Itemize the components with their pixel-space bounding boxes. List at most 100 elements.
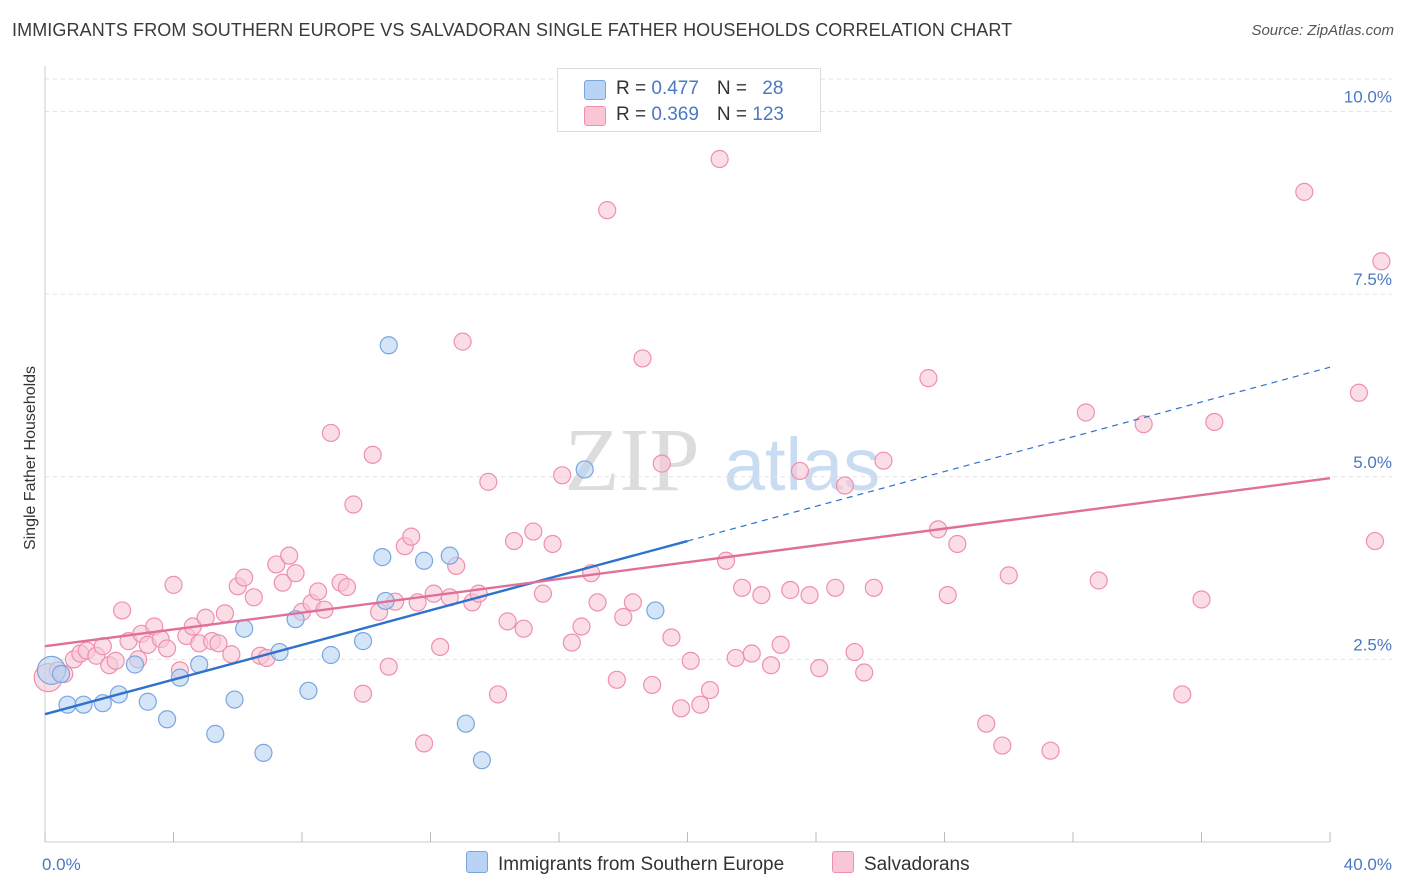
point-salvadorans	[273, 573, 292, 592]
legend-swatch-salvadorans	[584, 106, 606, 126]
point-salvadorans	[733, 578, 752, 597]
point-salvadorans	[855, 663, 874, 682]
point-southern-europe	[353, 632, 373, 651]
point-salvadorans	[344, 495, 363, 514]
point-salvadorans	[810, 659, 829, 678]
point-southern-europe	[235, 619, 254, 638]
y-tick-label: 10.0%	[1344, 88, 1392, 107]
point-salvadorans	[1192, 590, 1211, 609]
point-salvadorans	[479, 472, 498, 491]
point-salvadorans	[1372, 252, 1391, 271]
r-value: 0.477	[651, 78, 699, 99]
x-tick-labels: 0.0% 40.0%	[42, 855, 1392, 874]
point-salvadorans	[553, 466, 572, 485]
point-salvadorans	[524, 522, 543, 541]
point-salvadorans	[977, 714, 996, 733]
point-salvadorans	[845, 642, 864, 662]
r-label: R =	[616, 104, 652, 125]
x-tick-label: 0.0%	[42, 855, 81, 874]
point-salvadorans	[781, 580, 800, 600]
point-salvadorans	[742, 644, 761, 663]
y-tick-labels: 2.5% 5.0% 7.5% 10.0%	[1344, 88, 1392, 655]
point-salvadorans	[157, 639, 177, 658]
r-value: 0.369	[651, 104, 699, 125]
point-salvadorans	[771, 635, 790, 654]
point-salvadorans	[562, 633, 581, 652]
point-salvadorans	[790, 461, 810, 481]
point-salvadorans	[1205, 412, 1224, 432]
point-salvadorans	[543, 534, 562, 554]
point-salvadorans	[1365, 531, 1385, 551]
point-salvadorans	[244, 588, 263, 607]
legend-swatch-salvadorans	[832, 851, 854, 873]
point-salvadorans	[280, 546, 299, 565]
point-salvadorans	[308, 582, 328, 601]
point-salvadorans	[681, 651, 700, 670]
legend-label: Immigrants from Southern Europe	[498, 854, 785, 875]
point-salvadorans	[710, 149, 729, 169]
point-salvadorans	[835, 476, 855, 495]
point-southern-europe	[575, 460, 594, 479]
point-salvadorans	[286, 564, 305, 583]
point-salvadorans	[164, 575, 183, 594]
point-southern-europe	[440, 546, 459, 565]
point-salvadorans	[752, 585, 771, 605]
n-label: N =	[716, 78, 753, 99]
point-salvadorans	[488, 685, 508, 704]
y-tick-label: 7.5%	[1353, 270, 1392, 289]
point-salvadorans	[363, 445, 382, 464]
point-salvadorans	[533, 584, 553, 603]
y-tick-label: 5.0%	[1353, 453, 1392, 472]
point-salvadorans	[652, 454, 671, 473]
point-salvadorans	[993, 736, 1012, 755]
point-salvadorans	[826, 578, 845, 597]
chart-title: IMMIGRANTS FROM SOUTHERN EUROPE VS SALVA…	[12, 20, 1013, 40]
y-tick-label: 2.5%	[1353, 635, 1392, 654]
point-salvadorans	[1173, 685, 1192, 704]
point-salvadorans	[614, 607, 633, 627]
point-salvadorans	[431, 637, 450, 657]
point-southern-europe	[472, 751, 491, 770]
point-southern-europe	[321, 645, 341, 665]
watermark: ZIP atlas	[565, 411, 881, 510]
point-salvadorans	[112, 601, 132, 620]
point-salvadorans	[633, 349, 652, 368]
point-salvadorans	[607, 670, 626, 689]
x-tick-label: 40.0%	[1344, 855, 1392, 874]
point-salvadorans	[800, 585, 819, 605]
point-salvadorans	[414, 734, 434, 753]
point-salvadorans	[691, 695, 710, 714]
point-southern-europe	[206, 724, 225, 743]
n-value: 28	[762, 78, 784, 99]
watermark-zip: ZIP	[565, 411, 700, 510]
point-salvadorans	[267, 555, 286, 574]
trend-line-southern-europe	[44, 539, 688, 716]
point-salvadorans	[498, 612, 517, 631]
y-axis-label: Single Father Households	[22, 366, 39, 550]
point-southern-europe	[125, 655, 145, 674]
point-salvadorans	[1041, 741, 1060, 760]
trend-line-salvadorans	[44, 477, 1331, 648]
legend-item-salvadorans: Salvadorans	[832, 851, 970, 876]
point-salvadorans	[504, 531, 524, 551]
point-southern-europe	[456, 714, 475, 733]
point-salvadorans	[209, 634, 228, 653]
legend-item-southern-europe: Immigrants from Southern Europe	[466, 851, 784, 876]
trend-lines	[44, 366, 1331, 716]
point-salvadorans	[402, 527, 421, 546]
point-southern-europe	[299, 681, 318, 700]
point-southern-europe	[379, 336, 398, 355]
point-southern-europe	[414, 551, 434, 570]
point-salvadorans	[106, 651, 125, 670]
point-salvadorans	[938, 585, 957, 605]
n-value: 123	[752, 104, 784, 125]
axes	[44, 66, 1331, 843]
point-salvadorans	[662, 628, 681, 647]
point-salvadorans	[623, 593, 642, 612]
legend-swatch-southern-europe	[466, 851, 488, 873]
legend-swatch-southern-europe	[584, 80, 606, 100]
point-salvadorans	[453, 332, 472, 351]
point-salvadorans	[588, 593, 607, 612]
point-salvadorans	[222, 645, 241, 664]
point-salvadorans	[379, 657, 398, 676]
